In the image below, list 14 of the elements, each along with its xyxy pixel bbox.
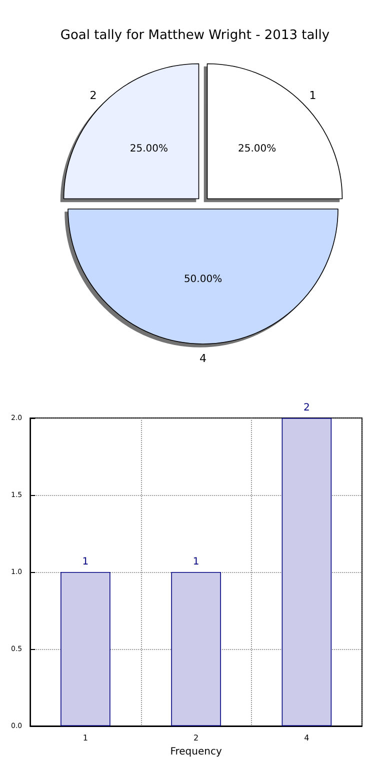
slice-label: 4 — [200, 352, 206, 366]
data-label: 25.00% — [130, 143, 168, 154]
data-label: 1 — [192, 556, 200, 568]
x-tick-label: 2 — [194, 734, 199, 742]
x-tick-label: 1 — [82, 734, 88, 742]
x-tick-label: 4 — [304, 734, 310, 742]
data-label: 2 — [304, 402, 310, 414]
data-label: 50.00% — [184, 274, 222, 285]
x-axis-title: Frequency — [170, 746, 222, 758]
slice-label: 2 — [90, 89, 97, 102]
chart-title: Goal tally for Matthew Wright - 2013 tally — [60, 28, 330, 43]
slice-label: 1 — [309, 89, 316, 102]
data-label: 25.00% — [238, 143, 276, 154]
data-label: 1 — [82, 556, 89, 568]
